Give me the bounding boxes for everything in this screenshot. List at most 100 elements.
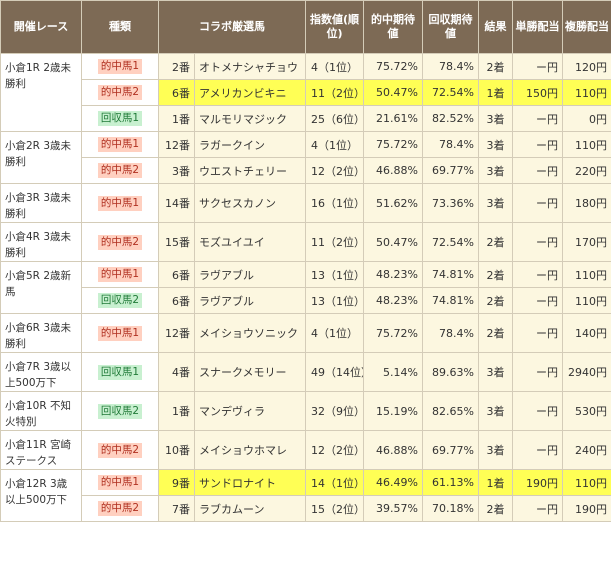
horse-name: モズユイユイ: [194, 222, 306, 262]
return-horse-badge: 回収馬2: [97, 403, 143, 419]
kind-cell: 的中馬2: [81, 222, 159, 262]
hit-expectation: 46.88%: [363, 157, 423, 184]
index-value: 16（1位）: [305, 183, 364, 223]
header-kind: 種類: [81, 0, 159, 54]
return-horse-badge: 回収馬1: [97, 111, 143, 126]
table-row: 小倉11R 宮崎ステークス 的中馬2 10番 メイショウホマレ 12（2位） 46.88%…: [0, 430, 611, 470]
horse-name: マルモリマジック: [194, 105, 306, 132]
index-value: 11（2位）: [305, 222, 364, 262]
return-horse-badge: 回収馬1: [97, 364, 143, 380]
results-table: 開催レース 種類 コラボ厳選馬 指数値(順位) 的中期待値 回収期待値 結果 単…: [0, 0, 611, 522]
kind-cell: 回収馬1: [81, 352, 159, 392]
win-payout: ー円: [512, 183, 563, 223]
result: 3着: [478, 183, 513, 223]
hit-horse-badge: 的中馬2: [97, 501, 143, 516]
win-payout: ー円: [512, 495, 563, 522]
return-expectation: 82.52%: [422, 105, 479, 132]
return-expectation: 72.54%: [422, 222, 479, 262]
win-payout: 190円: [512, 469, 563, 496]
index-value: 12（2位）: [305, 157, 364, 184]
hit-horse-badge: 的中馬1: [97, 475, 143, 490]
header-race: 開催レース: [0, 0, 82, 54]
horse-name: マンデヴィラ: [194, 391, 306, 431]
table-row: 回収馬1 1番 マルモリマジック 25（6位） 21.61% 82.52% 3着 ー円 0円: [1, 105, 611, 132]
win-payout: ー円: [512, 131, 563, 158]
result: 3着: [478, 352, 513, 392]
horse-number: 9番: [158, 469, 195, 496]
table-row: 小倉3R 3歳未勝利 的中馬1 14番 サクセスカノン 16（1位） 51.62% 73.3…: [0, 183, 611, 223]
win-payout: ー円: [512, 53, 563, 80]
race-name: 小倉4R 3歳未勝利: [0, 222, 82, 262]
result: 3着: [478, 131, 513, 158]
horse-name: メイショウホマレ: [194, 430, 306, 470]
place-payout: 530円: [562, 391, 611, 431]
kind-cell: 的中馬2: [81, 430, 159, 470]
return-expectation: 69.77%: [422, 430, 479, 470]
horse-number: 6番: [158, 79, 195, 106]
return-expectation: 73.36%: [422, 183, 479, 223]
horse-name: ラガークイン: [194, 131, 306, 158]
hit-horse-badge: 的中馬1: [97, 195, 143, 211]
return-expectation: 74.81%: [422, 287, 479, 314]
win-payout: ー円: [512, 222, 563, 262]
kind-cell: 的中馬2: [81, 495, 159, 522]
result: 1着: [478, 469, 513, 496]
header-horse: コラボ厳選馬: [158, 0, 306, 54]
table-row: 小倉10R 不知火特別 回収馬2 1番 マンデヴィラ 32（9位） 15.19% 82.65…: [0, 391, 611, 431]
win-payout: ー円: [512, 105, 563, 132]
place-payout: 240円: [562, 430, 611, 470]
hit-expectation: 15.19%: [363, 391, 423, 431]
horse-number: 10番: [158, 430, 195, 470]
horse-name: ラブカムーン: [194, 495, 306, 522]
result: 3着: [478, 391, 513, 431]
win-payout: 150円: [512, 79, 563, 106]
win-payout: ー円: [512, 157, 563, 184]
place-payout: 140円: [562, 313, 611, 353]
hit-horse-badge: 的中馬1: [97, 59, 143, 74]
place-payout: 110円: [562, 469, 611, 496]
return-expectation: 78.4%: [422, 53, 479, 80]
win-payout: ー円: [512, 287, 563, 314]
return-expectation: 78.4%: [422, 313, 479, 353]
place-payout: 110円: [562, 131, 611, 158]
place-payout: 180円: [562, 183, 611, 223]
hit-expectation: 75.72%: [363, 53, 423, 80]
index-value: 25（6位）: [305, 105, 364, 132]
horse-number: 1番: [158, 391, 195, 431]
race-name: 小倉12R 3歳以上500万下: [0, 469, 82, 522]
index-value: 4（1位）: [305, 313, 364, 353]
kind-cell: 的中馬1: [81, 313, 159, 353]
hit-horse-badge: 的中馬2: [97, 163, 143, 178]
return-expectation: 72.54%: [422, 79, 479, 106]
hit-expectation: 75.72%: [363, 313, 423, 353]
horse-number: 2番: [158, 53, 195, 80]
kind-cell: 回収馬1: [81, 105, 159, 132]
result: 2着: [478, 53, 513, 80]
kind-cell: 的中馬1: [81, 469, 159, 496]
horse-name: オトメナシャチョウ: [194, 53, 306, 80]
header-result: 結果: [478, 0, 513, 54]
place-payout: 120円: [562, 53, 611, 80]
horse-name: スナークメモリー: [194, 352, 306, 392]
place-payout: 170円: [562, 222, 611, 262]
kind-cell: 的中馬1: [81, 131, 159, 158]
return-expectation: 89.63%: [422, 352, 479, 392]
horse-name: ウエストチェリー: [194, 157, 306, 184]
result: 1着: [478, 79, 513, 106]
race-name: 小倉10R 不知火特別: [0, 391, 82, 431]
kind-cell: 的中馬1: [81, 183, 159, 223]
index-value: 12（2位）: [305, 430, 364, 470]
race-name: 小倉3R 3歳未勝利: [0, 183, 82, 223]
horse-number: 12番: [158, 313, 195, 353]
race-name: 小倉7R 3歳以上500万下: [0, 352, 82, 392]
index-value: 13（1位）: [305, 261, 364, 288]
index-value: 4（1位）: [305, 53, 364, 80]
place-payout: 0円: [562, 105, 611, 132]
index-value: 32（9位）: [305, 391, 364, 431]
hit-expectation: 39.57%: [363, 495, 423, 522]
hit-expectation: 50.47%: [363, 79, 423, 106]
hit-horse-badge: 的中馬1: [97, 267, 143, 282]
horse-number: 15番: [158, 222, 195, 262]
hit-expectation: 75.72%: [363, 131, 423, 158]
horse-number: 3番: [158, 157, 195, 184]
